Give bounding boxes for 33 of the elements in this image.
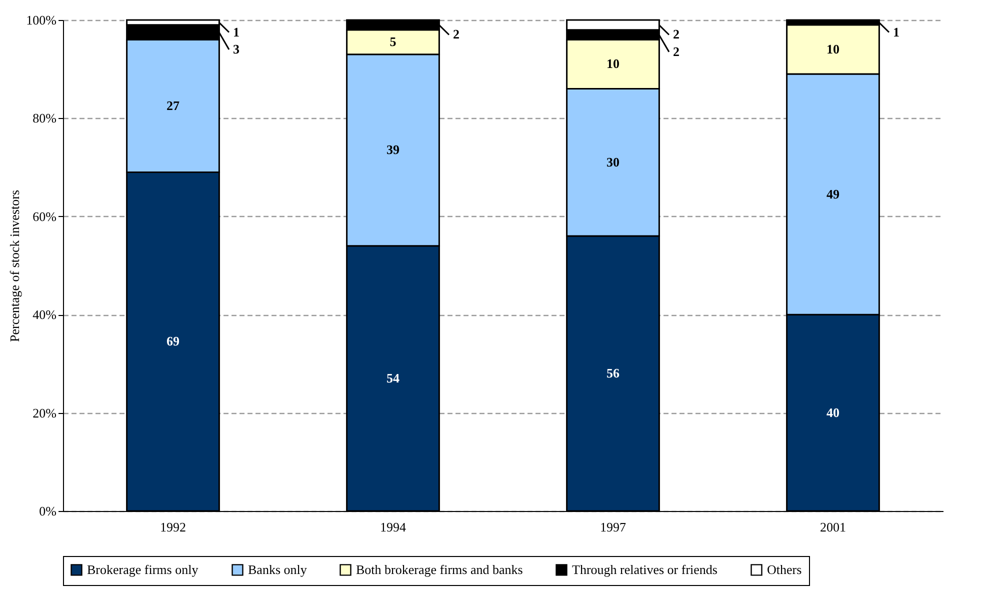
y-tick-label: 60% bbox=[32, 208, 57, 224]
x-tick-label: 1994 bbox=[380, 520, 406, 534]
legend-label: Banks only bbox=[248, 562, 308, 577]
legend-label: Both brokerage firms and banks bbox=[356, 562, 523, 577]
y-tick-label: 0% bbox=[39, 504, 57, 518]
y-axis-title: Percentage of stock investors bbox=[7, 190, 22, 342]
x-tick-label: 1997 bbox=[600, 520, 626, 534]
data-label: 10 bbox=[826, 41, 840, 56]
data-label: 10 bbox=[606, 56, 620, 72]
data-label: 2 bbox=[673, 26, 680, 42]
data-label: 39 bbox=[386, 142, 400, 158]
data-label: 3 bbox=[233, 41, 240, 56]
data-label: 56 bbox=[606, 366, 620, 381]
data-label: 49 bbox=[826, 186, 840, 202]
data-label: 69 bbox=[166, 334, 180, 349]
data-label: 40 bbox=[826, 404, 840, 420]
data-label: 2 bbox=[453, 26, 460, 42]
data-label: 54 bbox=[386, 370, 400, 386]
data-label: 1 bbox=[893, 24, 900, 40]
legend-label: Brokerage firms only bbox=[87, 562, 199, 577]
x-tick-label: 2001 bbox=[820, 520, 846, 534]
y-tick-label: 80% bbox=[32, 110, 57, 126]
data-label: 2 bbox=[673, 44, 680, 59]
data-label: 1 bbox=[233, 24, 240, 40]
y-tick-label: 20% bbox=[32, 405, 57, 420]
legend-label: Through relatives or friends bbox=[572, 562, 718, 577]
data-label: 27 bbox=[166, 98, 180, 113]
data-label: 5 bbox=[390, 34, 397, 50]
y-tick-label: 40% bbox=[32, 307, 57, 322]
legend-label: Others bbox=[767, 562, 802, 577]
data-label: 30 bbox=[606, 154, 620, 170]
x-tick-label: 1992 bbox=[160, 520, 186, 534]
y-tick-label: 100% bbox=[26, 12, 57, 28]
